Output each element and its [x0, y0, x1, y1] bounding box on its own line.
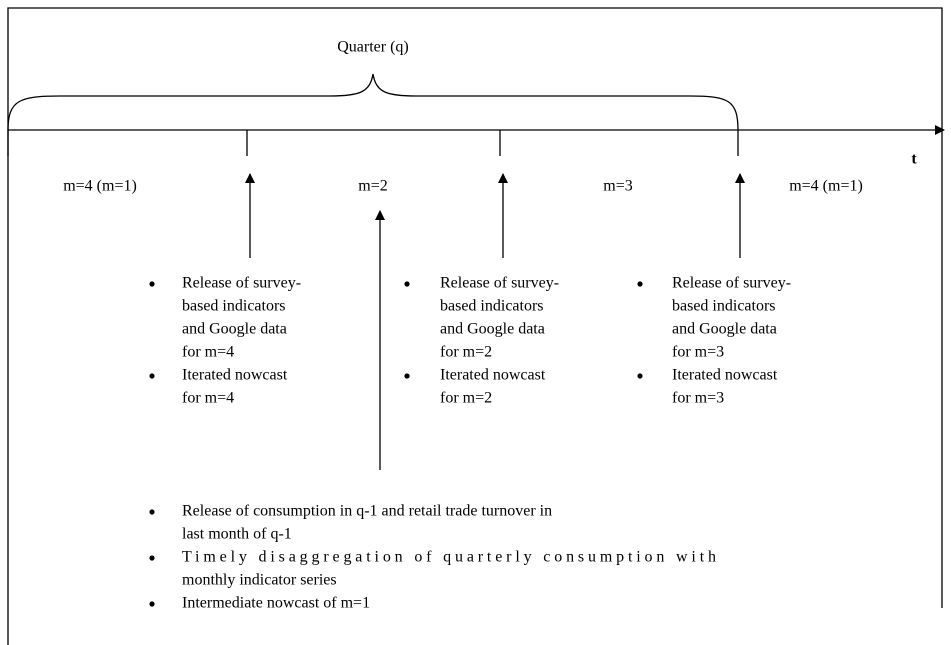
bullet-text: for m=3 — [672, 390, 724, 407]
period-label: m=4 (m=1) — [789, 178, 863, 195]
bullet — [637, 373, 643, 379]
period-label: m=2 — [358, 178, 387, 195]
bullet-text: based indicators — [672, 298, 776, 315]
period-label: m=4 (m=1) — [63, 178, 137, 195]
bullet-text: Iterated nowcast — [182, 367, 288, 384]
bullet-text: Iterated nowcast — [672, 367, 778, 384]
bullet — [404, 281, 410, 287]
bullet-text: Release of survey- — [672, 275, 791, 292]
frame — [7, 7, 943, 645]
bullet — [149, 601, 155, 607]
bullet — [149, 509, 155, 515]
bullet-text: Intermediate nowcast of m=1 — [182, 595, 370, 612]
bullet-text: for m=2 — [440, 344, 492, 361]
text-layer: m=4 (m=1) m=2 m=3 m=4 (m=1) Release of surve… — [63, 178, 863, 612]
bullet-text: and Google data — [182, 321, 287, 338]
period-label: m=3 — [603, 178, 632, 195]
brace-label: Quarter (q) — [337, 39, 409, 56]
bullet-text: Release of survey- — [440, 275, 559, 292]
bullet-text: Timely disaggregation of quarterly consu… — [182, 549, 716, 566]
bullet-text: and Google data — [672, 321, 777, 338]
bullet — [637, 281, 643, 287]
bullet-text: and Google data — [440, 321, 545, 338]
bullet-text: Release of survey- — [182, 275, 301, 292]
bullet-text: monthly indicator series — [182, 572, 337, 589]
bullet — [149, 281, 155, 287]
bullet-text: Iterated nowcast — [440, 367, 546, 384]
bullet-text: Release of consumption in q-1 and retail… — [182, 503, 552, 520]
bullet-text: based indicators — [182, 298, 286, 315]
bullet — [404, 373, 410, 379]
bullet-text: last month of q-1 — [182, 526, 292, 543]
bullet-text: for m=2 — [440, 390, 492, 407]
bullet-text: based indicators — [440, 298, 544, 315]
bullet — [149, 373, 155, 379]
bullet-text: for m=4 — [182, 344, 234, 361]
quarter-brace — [7, 73, 739, 131]
bullet — [149, 555, 155, 561]
axis-label: t — [911, 151, 917, 168]
bullet-text: for m=4 — [182, 390, 234, 407]
bullet-text: for m=3 — [672, 344, 724, 361]
